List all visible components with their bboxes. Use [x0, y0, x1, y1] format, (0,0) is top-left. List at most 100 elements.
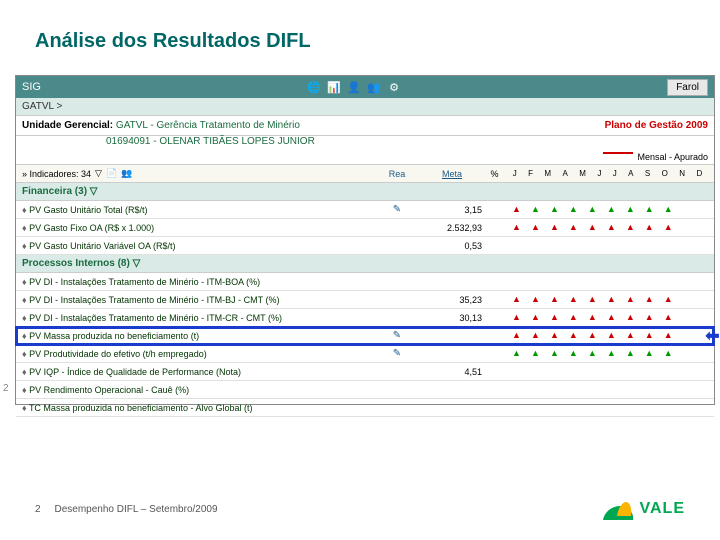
tool-icon-2[interactable]: 👥	[121, 168, 132, 179]
section-header[interactable]: Processos Internos (8) ▽	[16, 255, 714, 273]
month-label: O	[662, 169, 668, 178]
triangle-red-icon: ▲	[664, 331, 673, 340]
indicator-row[interactable]: PV DI - Instalações Tratamento de Minéri…	[16, 309, 714, 327]
unit-sub: 01694091 - OLENAR TIBÃES LOPES JUNIOR	[16, 136, 714, 150]
month-label: A	[562, 169, 567, 178]
rea-cell[interactable]: ✎	[372, 330, 422, 341]
triangle-red-icon: ▲	[531, 313, 540, 322]
month-label: N	[679, 169, 685, 178]
meta-cell: 4,51	[422, 367, 482, 377]
settings-icon[interactable]: ⚙	[386, 79, 402, 95]
triangle-green-icon: ▲	[569, 205, 578, 214]
month-label: J	[513, 169, 517, 178]
triangle-red-icon: ▲	[626, 223, 635, 232]
col-months: JFMAMJJASOND	[507, 169, 708, 178]
triangle-green-icon: ▲	[664, 205, 673, 214]
markers-row: ▲▲▲▲▲▲▲▲▲	[507, 313, 708, 322]
triangle-red-icon: ▲	[531, 295, 540, 304]
indicadores-count: » Indicadores: 34	[22, 169, 91, 179]
indicator-name: PV DI - Instalações Tratamento de Minéri…	[22, 295, 372, 305]
triangle-green-icon: ▲	[626, 349, 635, 358]
triangle-red-icon: ▲	[607, 223, 616, 232]
indicator-row[interactable]: PV Gasto Fixo OA (R$ x 1.000)2.532,93▲▲▲…	[16, 219, 714, 237]
vale-logo: VALE	[604, 498, 685, 520]
triangle-red-icon: ▲	[569, 313, 578, 322]
columns-header: » Indicadores: 34 ▽ 📄 👥 Rea Meta % J F M A M…	[16, 165, 714, 183]
indicator-row[interactable]: PV Massa produzida no beneficiamento (t)…	[16, 327, 714, 345]
section-header[interactable]: Financeira (3) ▽	[16, 183, 714, 201]
markers-row: ▲▲▲▲▲▲▲▲▲	[507, 349, 708, 358]
slide-title: Análise dos Resultados DIFL	[35, 30, 311, 53]
indicator-name: PV Gasto Unitário Variável OA (R$/t)	[22, 241, 372, 251]
triangle-green-icon: ▲	[664, 349, 673, 358]
legend-label: Mensal - Apurado	[637, 152, 708, 162]
month-label: F	[528, 169, 533, 178]
meta-cell: 35,23	[422, 295, 482, 305]
indicator-name: PV Gasto Unitário Total (R$/t)	[22, 205, 372, 215]
indicator-row[interactable]: PV Produtividade do efetivo (t/h emprega…	[16, 345, 714, 363]
triangle-red-icon: ▲	[512, 313, 521, 322]
farol-button[interactable]: Farol	[667, 79, 708, 96]
globe-icon[interactable]: 🌐	[306, 79, 322, 95]
breadcrumb[interactable]: GATVL >	[16, 98, 714, 116]
triangle-red-icon: ▲	[607, 313, 616, 322]
triangle-red-icon: ▲	[550, 223, 559, 232]
triangle-green-icon: ▲	[645, 349, 654, 358]
markers-row: ▲▲▲▲▲▲▲▲▲	[507, 205, 708, 214]
month-label: S	[645, 169, 650, 178]
triangle-red-icon: ▲	[550, 295, 559, 304]
triangle-red-icon: ▲	[512, 331, 521, 340]
month-label: D	[696, 169, 702, 178]
triangle-green-icon: ▲	[607, 349, 616, 358]
triangle-green-icon: ▲	[626, 205, 635, 214]
footer: 2 Desempenho DIFL – Setembro/2009 VALE	[35, 498, 685, 520]
col-meta[interactable]: Meta	[422, 169, 482, 179]
chart-icon[interactable]: 📊	[326, 79, 342, 95]
indicator-name: PV DI - Instalações Tratamento de Minéri…	[22, 313, 372, 323]
triangle-red-icon: ▲	[512, 223, 521, 232]
meta-cell: 30,13	[422, 313, 482, 323]
rea-cell[interactable]: ✎	[372, 204, 422, 215]
triangle-red-icon: ▲	[531, 223, 540, 232]
month-label: M	[544, 169, 551, 178]
triangle-red-icon: ▲	[626, 295, 635, 304]
triangle-green-icon: ▲	[550, 205, 559, 214]
user-icon[interactable]: 👤	[346, 79, 362, 95]
col-pct: %	[482, 169, 507, 179]
indicator-row[interactable]: PV Rendimento Operacional - Cauê (%)	[16, 381, 714, 399]
month-label: M	[579, 169, 586, 178]
triangle-red-icon: ▲	[645, 313, 654, 322]
indicator-row[interactable]: PV Gasto Unitário Variável OA (R$/t)0,53	[16, 237, 714, 255]
markers-row: ▲▲▲▲▲▲▲▲▲	[507, 223, 708, 232]
footer-text: Desempenho DIFL – Setembro/2009	[54, 504, 217, 515]
app-window: SIG 🌐 📊 👤 👥 ⚙ Farol GATVL > Unidade Gere…	[15, 75, 715, 405]
indicator-row[interactable]: TC Massa produzida no beneficiamento - A…	[16, 399, 714, 417]
meta-cell: 3,15	[422, 205, 482, 215]
rea-cell[interactable]: ✎	[372, 348, 422, 359]
triangle-green-icon: ▲	[645, 205, 654, 214]
vale-mark-icon	[604, 498, 634, 520]
indicator-name: PV Massa produzida no beneficiamento (t)	[22, 331, 372, 341]
indicator-name: PV Gasto Fixo OA (R$ x 1.000)	[22, 223, 372, 233]
indicator-row[interactable]: PV IQP - Índice de Qualidade de Performa…	[16, 363, 714, 381]
funnel-icon[interactable]: ▽	[95, 168, 102, 179]
footer-page: 2	[35, 504, 41, 515]
month-label: J	[613, 169, 617, 178]
indicator-row[interactable]: PV Gasto Unitário Total (R$/t)✎3,15 ▲ ▲ ▲ ▲ ▲…	[16, 201, 714, 219]
users-icon[interactable]: 👥	[366, 79, 382, 95]
sections-container: Financeira (3) ▽PV Gasto Unitário Total …	[16, 183, 714, 417]
triangle-green-icon: ▲	[531, 349, 540, 358]
triangle-red-icon: ▲	[626, 331, 635, 340]
unit-value: GATVL - Gerência Tratamento de Minério	[116, 120, 300, 131]
triangle-green-icon: ▲	[588, 349, 597, 358]
triangle-red-icon: ▲	[531, 331, 540, 340]
vale-logo-text: VALE	[640, 500, 685, 518]
triangle-red-icon: ▲	[588, 313, 597, 322]
col-rea[interactable]: Rea	[372, 169, 422, 179]
indicator-row[interactable]: PV DI - Instalações Tratamento de Minéri…	[16, 291, 714, 309]
triangle-green-icon: ▲	[569, 349, 578, 358]
triangle-red-icon: ▲	[645, 295, 654, 304]
tool-icon-1[interactable]: 📄	[106, 168, 117, 179]
indicator-row[interactable]: PV DI - Instalações Tratamento de Minéri…	[16, 273, 714, 291]
triangle-red-icon: ▲	[588, 331, 597, 340]
